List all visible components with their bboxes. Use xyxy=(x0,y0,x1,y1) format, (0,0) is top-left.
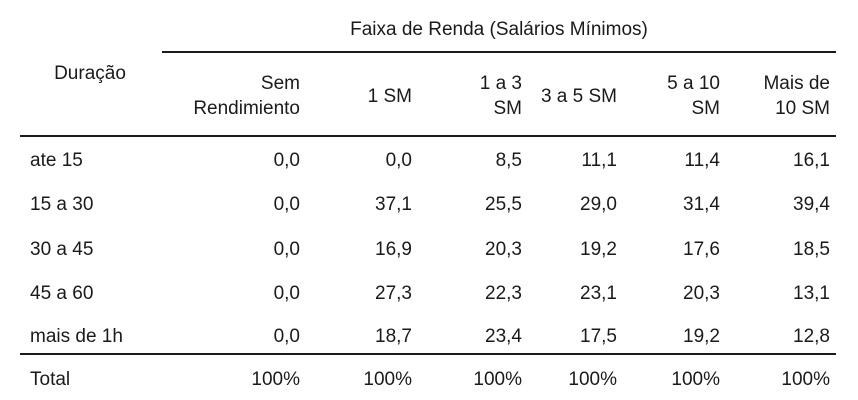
cell-value: 16,9 xyxy=(375,239,412,260)
cell-value: 27,3 xyxy=(375,283,412,304)
column-header-line: SM xyxy=(493,98,523,119)
cell-value: 11,1 xyxy=(581,150,617,171)
table-row: 45 a 60 0,0 27,3 22,3 23,1 20,3 13,1 xyxy=(0,280,858,308)
cell-value: 0,0 xyxy=(273,239,300,260)
cell-value: 25,5 xyxy=(485,194,522,215)
cell-value: 0,0 xyxy=(273,194,300,215)
table-row: 30 a 45 0,0 16,9 20,3 19,2 17,6 18,5 xyxy=(0,236,858,264)
total-row: Total 100% 100% 100% 100% 100% 100% xyxy=(0,366,858,394)
cell-value: 0,0 xyxy=(273,283,300,304)
cell-value: 20,3 xyxy=(485,239,522,260)
cell-value: 0,0 xyxy=(385,150,412,171)
column-header-1-a-3-sm: 1 a 3 SM xyxy=(455,66,522,126)
total-rule xyxy=(20,353,836,355)
cell-value: 0,0 xyxy=(273,326,300,347)
cell-value: 17,5 xyxy=(580,326,617,347)
column-header-line: Rendimiento xyxy=(193,98,300,119)
cell-value: 16,1 xyxy=(793,150,830,171)
total-value: 100% xyxy=(363,369,412,390)
table-row: 15 a 30 0,0 37,1 25,5 29,0 31,4 39,4 xyxy=(0,191,858,219)
cell-value: 12,8 xyxy=(793,326,830,347)
column-header-5-a-10-sm: 5 a 10 SM xyxy=(640,66,720,126)
cell-value: 22,3 xyxy=(485,283,522,304)
cell-value: 17,6 xyxy=(683,239,720,260)
column-header-sem-rendimento: Sem Rendimiento xyxy=(160,66,300,126)
total-value: 100% xyxy=(251,369,300,390)
cell-value: 18,7 xyxy=(375,326,412,347)
cell-value: 29,0 xyxy=(580,194,617,215)
cell-value: 19,2 xyxy=(580,239,617,260)
column-header-rule xyxy=(20,135,836,137)
row-header: Duração xyxy=(54,63,126,84)
cell-value: 37,1 xyxy=(375,194,412,215)
column-header-mais-de-10-sm: Mais de 10 SM xyxy=(740,66,830,126)
column-header-1-sm: 1 SM xyxy=(330,66,412,126)
cell-value: 23,4 xyxy=(485,326,522,347)
cell-value: 39,4 xyxy=(793,194,830,215)
cell-value: 23,1 xyxy=(580,283,617,304)
total-value: 100% xyxy=(568,369,617,390)
group-header-rule xyxy=(162,51,836,53)
column-header-line: 5 a 10 xyxy=(667,73,720,94)
row-label: mais de 1h xyxy=(30,326,123,347)
column-header-3-a-5-sm: 3 a 5 SM xyxy=(525,66,617,126)
cell-value: 20,3 xyxy=(683,283,720,304)
cell-value: 31,4 xyxy=(683,194,720,215)
row-label: 45 a 60 xyxy=(30,283,94,304)
total-value: 100% xyxy=(473,369,522,390)
group-header: Faixa de Renda (Salários Mínimos) xyxy=(350,19,648,40)
cell-value: 8,5 xyxy=(495,150,522,171)
column-header-line: 10 SM xyxy=(775,98,830,119)
cell-value: 18,5 xyxy=(793,239,830,260)
total-value: 100% xyxy=(671,369,720,390)
cell-value: 19,2 xyxy=(683,326,720,347)
column-header-line: 1 a 3 xyxy=(479,73,522,94)
row-label: ate 15 xyxy=(30,150,83,171)
cell-value: 11,4 xyxy=(684,150,720,171)
column-header-line: SM xyxy=(691,98,721,119)
row-label: 15 a 30 xyxy=(30,194,94,215)
table-row: mais de 1h 0,0 18,7 23,4 17,5 19,2 12,8 xyxy=(0,323,858,351)
column-header-line: Sem xyxy=(260,73,300,94)
cell-value: 13,1 xyxy=(793,283,830,304)
column-header-line: 3 a 5 SM xyxy=(540,85,617,107)
column-header-line: 1 SM xyxy=(367,85,412,107)
total-label: Total xyxy=(30,369,71,390)
row-label: 30 a 45 xyxy=(30,239,94,260)
cell-value: 0,0 xyxy=(273,150,300,171)
total-value: 100% xyxy=(781,369,830,390)
table-row: ate 15 0,0 0,0 8,5 11,1 11,4 16,1 xyxy=(0,147,858,175)
column-header-line: Mais de xyxy=(763,73,830,94)
